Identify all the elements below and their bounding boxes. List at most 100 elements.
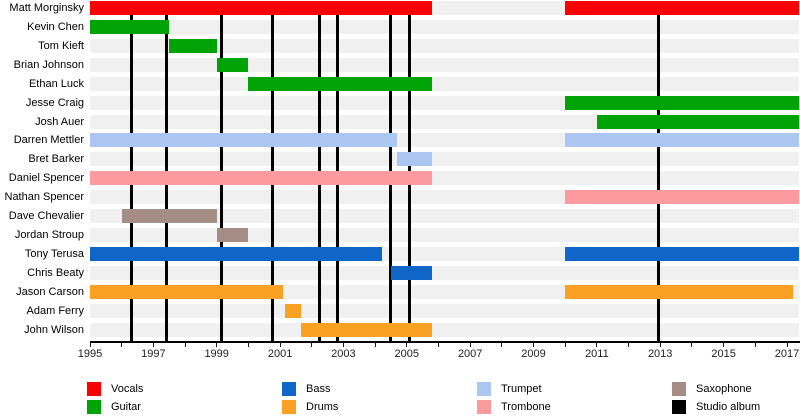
- member-bar: [565, 1, 799, 15]
- member-bar: [565, 246, 799, 261]
- member-label: Kevin Chen: [27, 20, 84, 33]
- member-bar: [90, 284, 284, 299]
- studio-album-line: [317, 1, 321, 341]
- legend-item: Vocals: [87, 382, 277, 396]
- studio-album-line: [656, 1, 660, 341]
- member-label: Jesse Craig: [25, 96, 84, 109]
- member-label: Daniel Spencer: [8, 172, 84, 185]
- legend-label: Vocals: [111, 383, 144, 395]
- legend-item: Trumpet: [477, 382, 667, 396]
- axis-year-label: 1995: [77, 348, 103, 360]
- axis-year-label: 2005: [394, 348, 420, 360]
- axis-tick: [786, 343, 788, 347]
- member-bar: [565, 190, 799, 205]
- legend-item: Trombone: [477, 400, 667, 414]
- member-label: Ethan Luck: [28, 77, 84, 90]
- plot-area: Matt Morginsky Kevin Chen Tom Kieft Brian J…: [4, 1, 799, 341]
- axis-year-label: 2013: [647, 348, 673, 360]
- axis-tick: [406, 343, 408, 347]
- axis-year-label: 1997: [141, 348, 166, 360]
- axis-tick: [121, 343, 123, 347]
- row-band: [90, 322, 799, 337]
- member-label: Darren Mettler: [13, 134, 84, 147]
- row-band: [90, 19, 799, 34]
- member-label: Josh Auer: [35, 115, 84, 128]
- axis-tick: [342, 343, 344, 347]
- member-bar: [169, 38, 217, 53]
- legend-swatch: [282, 382, 296, 396]
- legend: Vocals Guitar Bass Drums Trumpet Trombone Saxo…: [0, 370, 800, 420]
- legend-label: Drums: [306, 401, 339, 413]
- row-band: [90, 152, 799, 167]
- member-bar: [216, 57, 249, 72]
- axis-tick: [564, 343, 566, 347]
- member-label: Brian Johnson: [13, 58, 84, 71]
- axis-tick: [501, 343, 503, 347]
- x-axis: 1995 1997 1999 2001 2003 2005 2007 2009 2011 2013…: [77, 341, 800, 360]
- axis-tick: [596, 343, 598, 347]
- member-bar: [565, 284, 793, 299]
- legend-item: Bass: [282, 382, 472, 396]
- row-band: [90, 228, 799, 243]
- axis-year-label: 2017: [774, 348, 800, 360]
- axis-tick: [469, 343, 471, 347]
- member-label: Matt Morginsky: [9, 2, 84, 14]
- member-label: Jordan Stroup: [14, 229, 84, 242]
- member-label: John Wilson: [24, 323, 84, 336]
- axis-tick: [691, 343, 693, 347]
- member-label: Dave Chevalier: [8, 210, 84, 223]
- member-bar: [90, 1, 433, 15]
- axis-tick: [659, 343, 661, 347]
- member-bar: [90, 133, 398, 148]
- axis-tick: [89, 343, 91, 347]
- axis-year-label: 1999: [204, 348, 229, 360]
- axis-tick: [311, 343, 313, 347]
- member-bar: [596, 114, 799, 129]
- member-bar: [216, 228, 249, 243]
- row-band: [90, 209, 799, 224]
- studio-album-line: [220, 1, 224, 341]
- member-label: Chris Beaty: [27, 266, 84, 279]
- row-band: [90, 303, 799, 318]
- legend-label: Bass: [306, 383, 331, 395]
- legend-item: Studio album: [672, 400, 800, 414]
- axis-tick: [754, 343, 756, 347]
- legend-item: Saxophone: [672, 382, 800, 396]
- studio-album-line: [407, 1, 411, 341]
- legend-swatch: [87, 400, 101, 414]
- legend-swatch: [477, 382, 491, 396]
- legend-label: Studio album: [696, 401, 761, 413]
- studio-album-line: [335, 1, 339, 341]
- member-bar: [284, 303, 301, 318]
- member-label: Jason Carson: [16, 285, 84, 298]
- legend-label: Trombone: [501, 401, 551, 413]
- member-bar: [90, 171, 433, 186]
- member-bar: [565, 133, 799, 148]
- member-label: Adam Ferry: [26, 304, 84, 317]
- member-label: Nathan Spencer: [4, 191, 85, 204]
- axis-tick: [216, 343, 218, 347]
- legend-label: Trumpet: [501, 383, 542, 395]
- legend-swatch: [477, 400, 491, 414]
- axis-year-label: 2007: [457, 348, 483, 360]
- legend-swatch: [282, 400, 296, 414]
- x-axis-line: [90, 341, 800, 343]
- axis-year-label: 2015: [711, 348, 736, 360]
- axis-year-label: 2009: [521, 348, 546, 360]
- member-bar: [397, 152, 433, 167]
- studio-album-line: [388, 1, 392, 341]
- axis-tick: [438, 343, 439, 347]
- studio-album-line: [165, 1, 169, 341]
- member-label: Tony Terusa: [24, 247, 84, 260]
- axis-tick: [247, 343, 249, 347]
- axis-tick: [152, 343, 154, 347]
- legend-swatch: [87, 382, 101, 396]
- row-band: [90, 57, 799, 72]
- axis-tick: [628, 343, 630, 347]
- legend-swatch: [672, 382, 686, 396]
- legend-swatch: [672, 400, 686, 414]
- legend-label: Saxophone: [696, 383, 752, 395]
- axis-tick: [279, 343, 281, 347]
- member-label: Tom Kieft: [38, 39, 84, 52]
- row-band: [90, 38, 799, 53]
